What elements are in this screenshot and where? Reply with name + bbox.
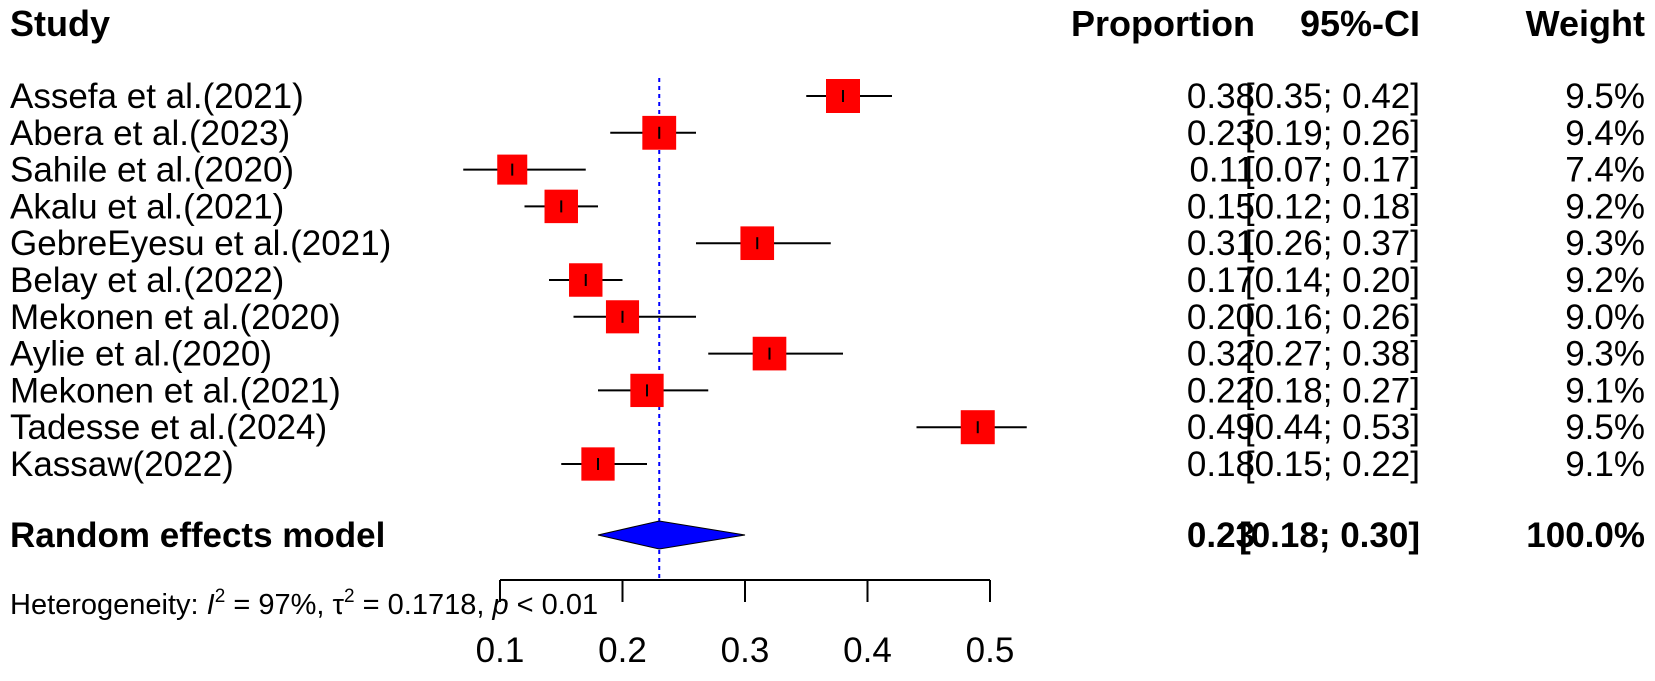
header-proportion: Proportion (1071, 3, 1255, 44)
summary-proportion: 0.23 (1187, 516, 1255, 555)
het-tau2-sup: 2 (344, 586, 355, 607)
weight-value: 9.5% (1565, 77, 1645, 116)
proportion-value: 0.32 (1187, 335, 1255, 374)
ci-value: [0.18; 0.27] (1245, 371, 1420, 410)
summary-weight: 100.0% (1526, 516, 1645, 555)
study-row: Assefa et al.(2021) 0.38[0.35; 0.42] 9.5% (10, 77, 1645, 116)
ci-value: [0.35; 0.42] (1245, 77, 1420, 116)
header-ci: 95%-CI (1300, 3, 1420, 44)
weight-value: 9.0% (1565, 298, 1645, 337)
x-tick-label: 0.4 (843, 631, 892, 670)
het-tau2-value: = 0.1718, (355, 589, 493, 621)
study-row: Mekonen et al.(2021) 0.22[0.18; 0.27] 9.1% (10, 371, 1645, 410)
weight-value: 9.5% (1565, 408, 1645, 447)
proportion-value: 0.20 (1187, 298, 1255, 337)
proportion-value: 0.49 (1187, 408, 1255, 447)
x-tick-label: 0.2 (598, 631, 647, 670)
proportion-value: 0.11 (1189, 151, 1255, 190)
ci-value: [0.19; 0.26] (1245, 114, 1420, 153)
proportion-value: 0.31 (1187, 224, 1255, 263)
study-label: Mekonen et al.(2020) (10, 298, 341, 337)
weight-value: 9.2% (1565, 261, 1645, 300)
weight-value: 9.4% (1565, 114, 1645, 153)
header-study: Study (10, 3, 110, 44)
x-tick-label: 0.5 (966, 631, 1015, 670)
het-prefix: Heterogeneity: (10, 589, 207, 621)
weight-value: 9.2% (1565, 187, 1645, 226)
study-row: Abera et al.(2023) 0.23[0.19; 0.26] 9.4% (10, 114, 1645, 153)
x-tick-label: 0.1 (476, 631, 525, 670)
study-label: GebreEyesu et al.(2021) (10, 224, 391, 263)
het-p-symbol: p (491, 589, 508, 621)
summary-diamond (597, 520, 746, 550)
study-label: Mekonen et al.(2021) (10, 371, 341, 410)
ci-value: [0.15; 0.22] (1245, 445, 1420, 484)
weight-value: 7.4% (1565, 151, 1645, 190)
weight-value: 9.1% (1565, 371, 1645, 410)
ci-value: [0.26; 0.37] (1245, 224, 1420, 263)
ci-value: [0.07; 0.17] (1245, 151, 1420, 190)
header-weight: Weight (1526, 3, 1645, 44)
study-row: GebreEyesu et al.(2021) 0.31[0.26; 0.37] 9… (10, 224, 1645, 263)
study-label: Assefa et al.(2021) (10, 77, 304, 116)
study-label: Akalu et al.(2021) (10, 187, 284, 226)
study-row: Mekonen et al.(2020) 0.20[0.16; 0.26] 9.0% (10, 298, 1645, 337)
study-label: Abera et al.(2023) (10, 114, 290, 153)
study-label: Tadesse et al.(2024) (10, 408, 327, 447)
heterogeneity-text: Heterogeneity: I2 = 97%, τ2 = 0.1718, p … (10, 586, 598, 621)
het-tau2-symbol: τ (333, 589, 345, 621)
het-i2-sup: 2 (215, 586, 226, 607)
study-label: Aylie et al.(2020) (10, 335, 272, 374)
summary-ci: [0.18; 0.30] (1239, 516, 1420, 555)
ci-value: [0.14; 0.20] (1245, 261, 1420, 300)
study-row: Belay et al.(2022) 0.17[0.14; 0.20] 9.2% (10, 261, 1645, 300)
study-label: Belay et al.(2022) (10, 261, 284, 300)
proportion-value: 0.15 (1187, 187, 1255, 226)
weight-value: 9.3% (1565, 224, 1645, 263)
summary-label: Random effects model (10, 516, 385, 555)
study-label: Sahile et al.(2020) (10, 151, 294, 190)
proportion-value: 0.17 (1187, 261, 1255, 300)
ci-value: [0.12; 0.18] (1245, 187, 1420, 226)
proportion-value: 0.38 (1187, 77, 1255, 116)
study-label: Kassaw(2022) (10, 445, 234, 484)
study-row: Akalu et al.(2021) 0.15[0.12; 0.18] 9.2% (10, 187, 1645, 226)
ci-value: [0.27; 0.38] (1245, 335, 1420, 374)
study-row: Kassaw(2022) 0.18[0.15; 0.22] 9.1% (10, 445, 1645, 484)
weight-value: 9.3% (1565, 335, 1645, 374)
proportion-value: 0.22 (1187, 371, 1255, 410)
study-row: Sahile et al.(2020) 0.11[0.07; 0.17] 7.4% (10, 151, 1645, 190)
proportion-value: 0.23 (1187, 114, 1255, 153)
ci-value: [0.16; 0.26] (1245, 298, 1420, 337)
het-i2-value: = 97%, (225, 589, 332, 621)
het-i2-symbol: I (207, 589, 215, 621)
study-row: Tadesse et al.(2024) 0.49[0.44; 0.53] 9.5% (10, 408, 1645, 447)
het-p-value: < 0.01 (509, 589, 599, 621)
summary-row: Random effects model 0.23[0.18; 0.30] 100.… (10, 516, 1645, 555)
proportion-value: 0.18 (1187, 445, 1255, 484)
study-row: Aylie et al.(2020) 0.32[0.27; 0.38] 9.3% (10, 335, 1645, 374)
ci-value: [0.44; 0.53] (1245, 408, 1420, 447)
x-tick-label: 0.3 (721, 631, 770, 670)
weight-value: 9.1% (1565, 445, 1645, 484)
